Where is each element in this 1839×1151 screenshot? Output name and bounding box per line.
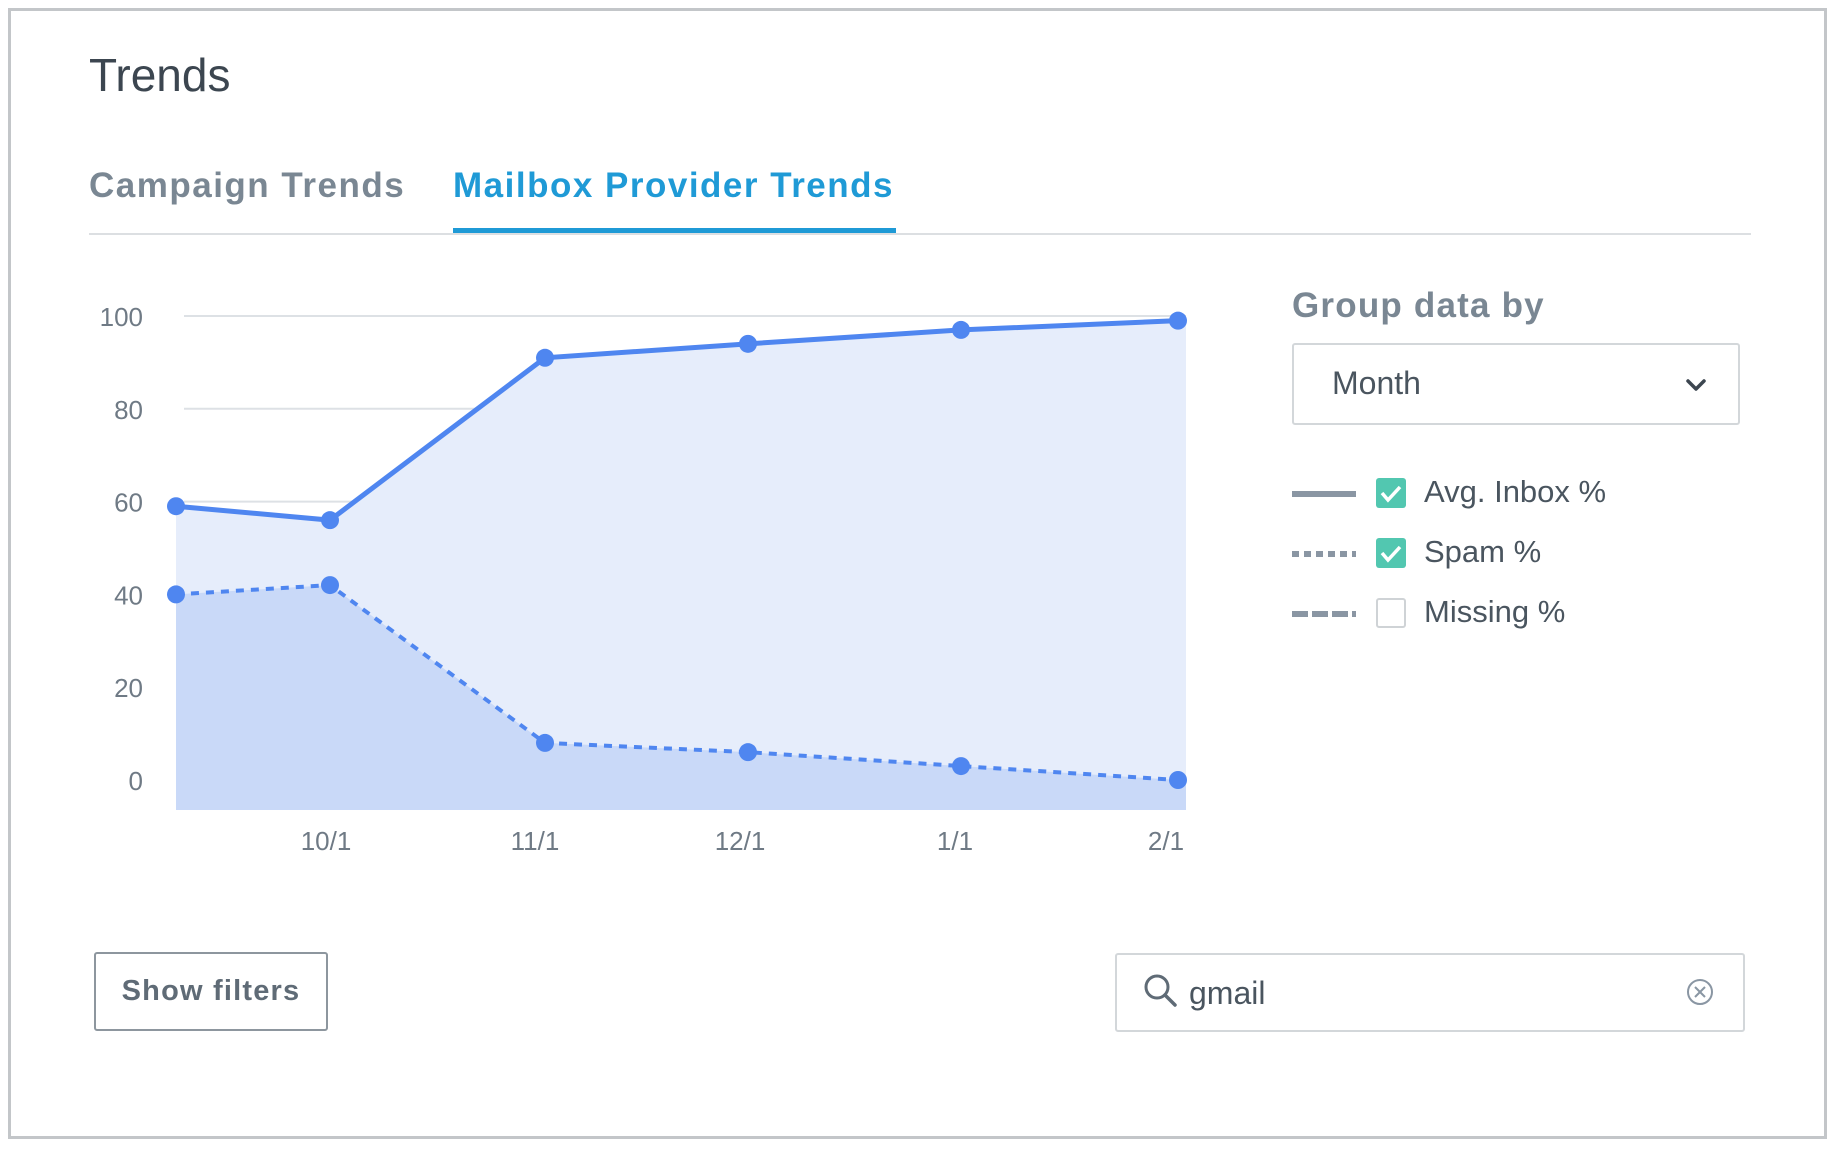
x-tick-label: 2/1 [1148,826,1184,856]
tab-campaign-trends[interactable]: Campaign Trends [89,166,406,205]
show-filters-button[interactable]: Show filters [94,952,328,1031]
y-tick-label: 0 [129,766,143,796]
trend-chart: 0 20 40 60 80 100 10/1 11/1 12/1 1/1 2/1 [100,302,1187,856]
avg-inbox-checkbox[interactable] [1376,478,1406,508]
data-point[interactable] [1169,771,1187,789]
data-point[interactable] [167,585,185,604]
search-icon [1144,974,1177,1007]
solid-line-icon [1292,491,1356,497]
data-point[interactable] [321,576,339,595]
legend-label: Missing % [1424,594,1566,629]
data-point[interactable] [536,348,554,367]
checkmark-icon [1380,545,1402,563]
chevron-down-icon [1686,379,1706,391]
series-line [175,583,1179,782]
checkmark-icon [1380,485,1402,503]
legend-item-spam: Spam % [1292,530,1732,590]
group-by-select[interactable]: Month [1292,343,1740,425]
x-tick-label: 12/1 [715,826,766,856]
data-point[interactable] [321,511,339,530]
series-legend: Avg. Inbox % Spam % Missing % [1292,470,1732,650]
y-tick-label: 40 [114,580,143,610]
search-box [1115,953,1745,1032]
x-tick-label: 1/1 [937,826,973,856]
tab-bar: Campaign Trends Mailbox Provider Trends [89,160,1751,235]
y-tick-label: 100 [100,302,143,332]
group-by-label: Group data by [1292,286,1545,325]
dashed-line-icon [1292,611,1356,617]
spam-checkbox[interactable] [1376,538,1406,568]
series-area [176,585,1186,810]
page-title: Trends [89,49,231,101]
legend-label: Spam % [1424,534,1542,569]
data-point[interactable] [952,320,970,339]
y-tick-label: 20 [114,673,143,703]
legend-item-missing: Missing % [1292,590,1732,650]
data-point[interactable] [739,743,757,762]
data-point[interactable] [536,733,554,752]
group-by-value: Month [1332,365,1421,401]
missing-checkbox[interactable] [1376,598,1406,628]
dotted-line-icon [1292,551,1356,557]
y-tick-label: 80 [114,395,143,425]
data-point[interactable] [952,757,970,776]
x-tick-label: 11/1 [511,826,560,856]
tab-mailbox-provider-trends[interactable]: Mailbox Provider Trends [453,166,896,233]
legend-item-avg-inbox: Avg. Inbox % [1292,470,1732,530]
legend-label: Avg. Inbox % [1424,474,1607,509]
data-point[interactable] [1169,311,1187,330]
data-point[interactable] [167,497,185,516]
search-input[interactable] [1187,967,1661,1019]
y-tick-label: 60 [114,488,143,518]
x-tick-label: 10/1 [301,826,352,856]
data-point[interactable] [739,334,757,353]
clear-search-icon[interactable] [1685,977,1715,1007]
series-line [175,318,1179,523]
